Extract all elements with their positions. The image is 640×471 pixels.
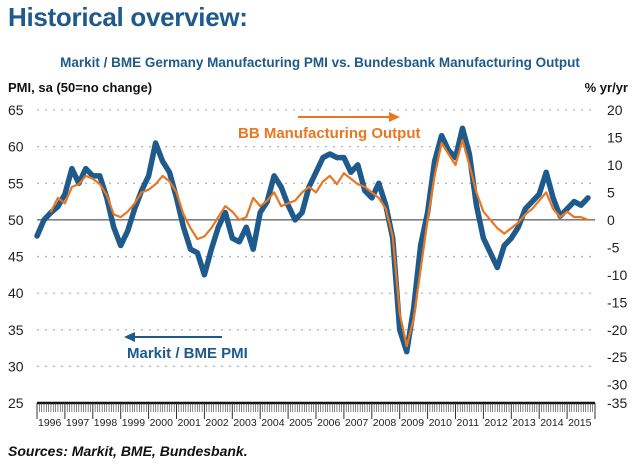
- right-axis: 20 15 10 5 0 -5 -10 -15 -20 -25 -30 -35: [607, 102, 627, 411]
- right-tick-label: -20: [607, 322, 627, 338]
- x-tick-label: 2014: [540, 417, 564, 429]
- x-tick-label: 1997: [66, 417, 90, 429]
- annotation-bb-output: BB Manufacturing Output: [238, 125, 420, 142]
- right-tick-label: -30: [607, 377, 627, 393]
- x-tick-label: 2015: [568, 417, 592, 429]
- output-line: [49, 139, 590, 348]
- left-tick-label: 25: [8, 395, 24, 411]
- arrow-left-icon: [124, 332, 135, 342]
- source-note: Sources: Markit, BME, Bundesbank.: [8, 443, 248, 459]
- pmi-line: [34, 125, 591, 355]
- right-tick-label: -10: [607, 267, 627, 283]
- x-tick-label: 2001: [178, 417, 202, 429]
- left-tick-label: 45: [8, 249, 24, 265]
- right-tick-label: -35: [607, 395, 627, 411]
- right-tick-label: -5: [607, 239, 620, 255]
- left-tick-label: 30: [8, 358, 24, 374]
- page-title: Historical overview:: [8, 2, 248, 32]
- x-tick-label: 2013: [512, 417, 536, 429]
- left-tick-label: 55: [8, 175, 24, 191]
- left-tick-label: 35: [8, 322, 24, 338]
- x-tick-label: 2006: [317, 417, 341, 429]
- right-tick-label: -25: [607, 349, 627, 365]
- left-tick-label: 50: [8, 212, 24, 228]
- x-axis: 1996 1997 1998 1999 2000 2001 2002 2003 2004 2005…: [36, 401, 596, 429]
- series-layer: [34, 125, 591, 355]
- left-tick-label: 65: [8, 102, 24, 118]
- right-tick-label: -15: [607, 294, 627, 310]
- x-tick-label: 2000: [150, 417, 174, 429]
- x-tick-label: 2011: [457, 417, 480, 429]
- left-tick-label: 60: [8, 139, 24, 155]
- right-axis-label: % yr/yr: [584, 80, 628, 95]
- left-axis: 65 60 55 50 45 40 35 30 25: [8, 102, 24, 411]
- annotation-pmi: Markit / BME PMI: [127, 345, 248, 362]
- x-tick-label: 2008: [373, 417, 397, 429]
- chart-title: Markit / BME Germany Manufacturing PMI v…: [60, 55, 580, 70]
- arrow-right-icon: [389, 112, 400, 122]
- right-tick-label: 5: [607, 184, 615, 200]
- x-tick-label: 2005: [289, 417, 313, 429]
- x-tick-label: 2010: [429, 417, 453, 429]
- x-tick-label: 2007: [345, 417, 369, 429]
- annotations: BB Manufacturing Output Markit / BME PMI: [124, 112, 420, 362]
- x-tick-label: 2012: [484, 417, 508, 429]
- left-axis-label: PMI, sa (50=no change): [8, 80, 153, 95]
- right-tick-label: 15: [607, 129, 623, 145]
- right-tick-label: 20: [607, 102, 623, 118]
- x-tick-label: 2009: [401, 417, 425, 429]
- x-tick-label: 2004: [261, 417, 285, 429]
- right-tick-label: 10: [607, 157, 623, 173]
- x-tick-label: 1996: [38, 417, 62, 429]
- x-tick-label: 1999: [122, 417, 146, 429]
- left-tick-label: 40: [8, 285, 24, 301]
- x-tick-label: 1998: [94, 417, 118, 429]
- x-tick-label: 2003: [233, 417, 257, 429]
- x-tick-label: 2002: [205, 417, 229, 429]
- right-tick-label: 0: [607, 212, 615, 228]
